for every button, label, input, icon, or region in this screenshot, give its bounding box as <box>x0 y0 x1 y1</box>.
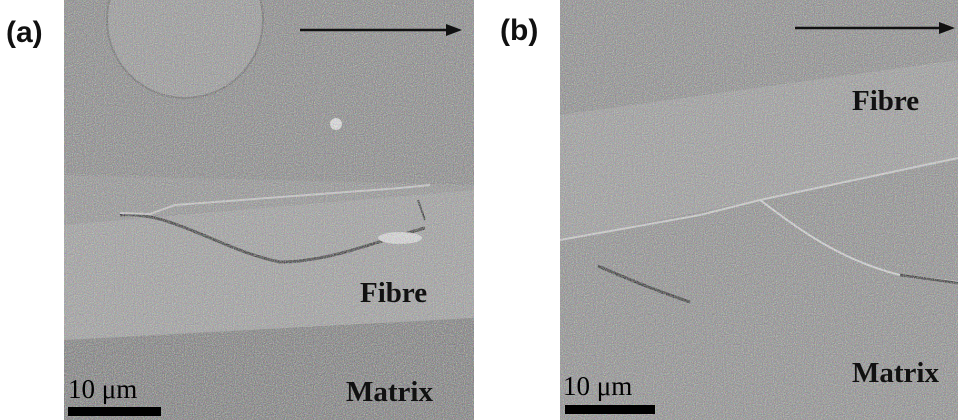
region-label: Matrix <box>346 376 433 408</box>
panel-label: (b) <box>500 14 538 47</box>
panel-label: (a) <box>6 16 43 49</box>
region-label: Fibre <box>852 85 919 117</box>
figure: (a) Fibre Matrix 10 μm (b) Fibre Matrix … <box>0 0 958 420</box>
region-label: Fibre <box>360 277 427 309</box>
micrograph-a <box>64 0 474 420</box>
region-label: Matrix <box>852 357 939 389</box>
scale-bar-label: 10 μm <box>563 371 632 401</box>
scale-bar-label: 10 μm <box>68 374 137 404</box>
